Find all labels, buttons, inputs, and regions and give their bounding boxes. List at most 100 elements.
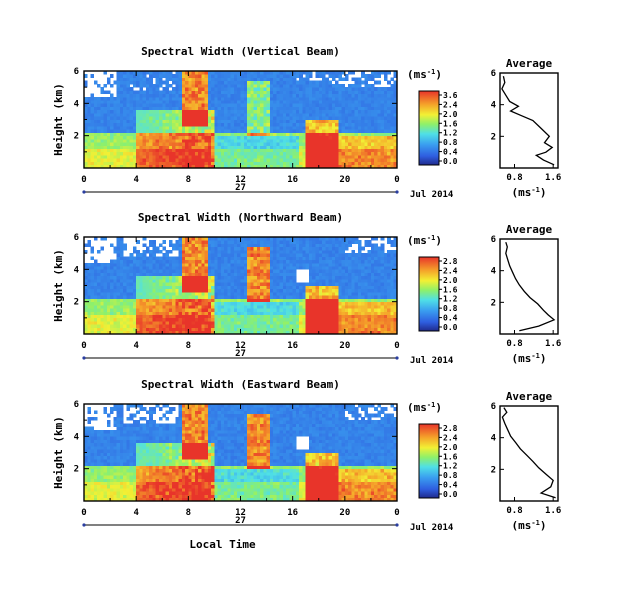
heatmap-cell (152, 93, 157, 98)
heatmap-cell (344, 132, 349, 137)
heatmap-cell (322, 314, 326, 319)
heatmap-cell (299, 324, 303, 328)
heatmap-cell (253, 90, 258, 95)
heatmap-cell (155, 295, 160, 299)
heatmap-cell (214, 266, 219, 270)
heatmap-cell (230, 272, 235, 277)
heatmap-cell (322, 266, 326, 270)
heatmap-cell (266, 279, 271, 283)
heatmap-cell (292, 249, 297, 254)
heatmap-cell (237, 301, 241, 306)
heatmap-cell (158, 311, 163, 315)
heatmap-cell (364, 87, 369, 91)
heatmap-cell (256, 106, 261, 111)
heatmap-cell (188, 87, 192, 91)
heatmap-cell (279, 314, 284, 319)
heatmap-cell (136, 259, 140, 264)
heatmap-cell (162, 291, 166, 296)
heatmap-cell (178, 279, 183, 283)
heatmap-cell (204, 148, 209, 153)
heatmap-cell (220, 324, 225, 328)
heatmap-cell (165, 96, 170, 101)
heatmap-cell (211, 327, 215, 332)
heatmap-cell (276, 295, 281, 299)
heatmap-cell (90, 314, 95, 319)
heatmap-cell (149, 295, 153, 299)
heatmap-cell (344, 158, 349, 162)
heatmap-cell (279, 93, 284, 98)
heatmap-cell (295, 246, 300, 251)
heatmap-cell (269, 288, 274, 293)
heatmap-cell (152, 314, 157, 319)
heatmap-cell (361, 109, 365, 114)
heatmap-cell (260, 321, 264, 325)
heatmap-cell (331, 311, 336, 315)
heatmap-cell (230, 161, 235, 166)
heatmap-cell (335, 106, 339, 111)
heatmap-cell (119, 279, 124, 283)
heatmap-cell (116, 90, 121, 95)
heatmap-cell (273, 317, 277, 322)
heatmap-cell (233, 113, 238, 117)
heatmap-cell (149, 71, 153, 75)
heatmap-cell (240, 256, 245, 261)
heatmap-cell (211, 129, 215, 133)
heatmap-cell (266, 77, 271, 82)
heatmap-cell (237, 266, 241, 270)
heatmap-cell (214, 90, 219, 95)
heatmap-cell (331, 304, 336, 309)
heatmap-cell (149, 243, 153, 248)
heatmap-cell (338, 138, 342, 143)
heatmap-cell (87, 314, 91, 319)
heatmap-cell (142, 272, 147, 277)
heatmap-cell (308, 330, 313, 335)
heatmap-cell (266, 243, 271, 248)
heatmap-cell (322, 164, 326, 169)
heatmap-cell (348, 164, 352, 169)
heatmap-cell (230, 106, 235, 111)
heatmap-cell (282, 317, 287, 322)
heatmap-cell (230, 129, 235, 133)
heatmap-cell (217, 324, 222, 328)
heatmap-cell (260, 100, 264, 104)
heatmap-cell (204, 122, 209, 127)
heatmap-cell (201, 103, 206, 107)
heatmap-cell (116, 129, 121, 133)
heatmap-cell (318, 145, 323, 149)
heatmap-cell (233, 148, 238, 153)
heatmap-cell (276, 129, 281, 133)
heatmap-cell (341, 142, 346, 146)
heatmap-cell (84, 80, 88, 85)
heatmap-cell (318, 71, 323, 75)
heatmap-cell (211, 279, 215, 283)
heatmap-cell (328, 122, 333, 127)
heatmap-cell (158, 317, 163, 322)
heatmap-cell (263, 327, 267, 332)
heatmap-cell (282, 138, 287, 143)
heatmap-cell (126, 256, 131, 261)
heatmap-cell (152, 164, 157, 169)
heatmap-cell (217, 298, 222, 303)
heatmap-cell (106, 311, 111, 315)
heatmap-cell (233, 269, 238, 273)
heatmap-cell (253, 151, 258, 156)
heatmap-cell (123, 151, 127, 156)
heatmap-cell (351, 109, 356, 114)
heatmap-cell (312, 80, 316, 85)
heatmap-cell (312, 291, 316, 296)
heatmap-cell (97, 125, 101, 130)
heatmap-cell (387, 90, 391, 95)
heatmap-cell (188, 314, 192, 319)
heatmap-cell (390, 100, 395, 104)
heatmap-cell (126, 158, 131, 162)
heatmap-cell (237, 240, 241, 244)
heatmap-cell (273, 282, 277, 286)
heatmap-cell (142, 311, 147, 315)
heatmap-cell (110, 103, 114, 107)
heatmap-cell (139, 285, 144, 290)
heatmap-cell (279, 100, 284, 104)
heatmap-cell (230, 83, 235, 88)
heatmap-cell (243, 151, 248, 156)
heatmap-cell (139, 93, 144, 98)
heatmap-cell (230, 125, 235, 130)
